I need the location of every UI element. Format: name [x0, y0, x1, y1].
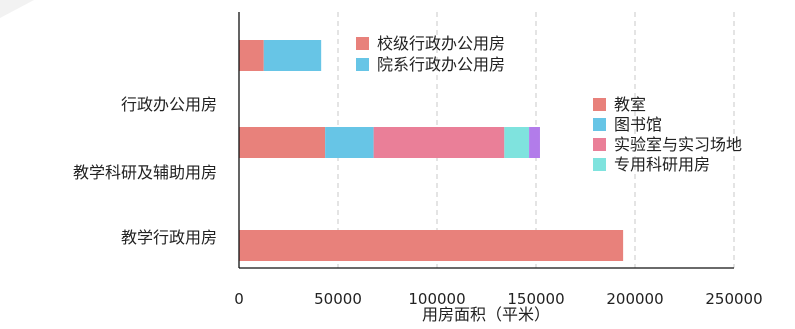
legend-swatch	[356, 58, 369, 71]
y-category-label: 教学行政用房	[121, 228, 217, 247]
legend-swatch	[593, 98, 606, 111]
bar-segment	[239, 230, 624, 261]
legend-label: 院系行政办公用房	[377, 55, 505, 74]
bar-segment	[504, 127, 530, 158]
x-tick-label: 100000	[408, 290, 465, 308]
bar-segment	[239, 127, 326, 158]
bar-segment	[263, 40, 322, 71]
y-category-label: 教学科研及辅助用房	[73, 163, 217, 182]
bar-segment	[529, 127, 540, 158]
legend-label: 教室	[614, 95, 646, 114]
y-category-label: 行政办公用房	[121, 95, 217, 114]
x-tick-label: 150000	[507, 290, 564, 308]
x-tick-label: 200000	[606, 290, 663, 308]
x-tick-labels: 0 50000 100000 150000 200000 250000	[234, 290, 762, 308]
x-tick-label: 0	[234, 290, 244, 308]
x-tick-label: 50000	[314, 290, 362, 308]
x-tick-label: 250000	[705, 290, 762, 308]
axes	[238, 12, 734, 269]
bar-segment	[373, 127, 505, 158]
legend-swatch	[356, 37, 369, 50]
bar-segment	[239, 40, 264, 71]
legend-swatch	[593, 138, 606, 151]
legend-label: 校级行政办公用房	[377, 34, 505, 53]
x-axis-label: 用房面积（平米）	[422, 305, 550, 324]
legend-swatch	[593, 158, 606, 171]
legend-label: 专用科研用房	[614, 155, 710, 174]
legend-label: 实验室与实习场地	[614, 135, 742, 154]
bar-segment	[325, 127, 374, 158]
corner-decoration	[0, 0, 34, 18]
legend-swatch	[593, 118, 606, 131]
legend-label: 图书馆	[614, 115, 662, 134]
bar-series	[239, 40, 624, 261]
